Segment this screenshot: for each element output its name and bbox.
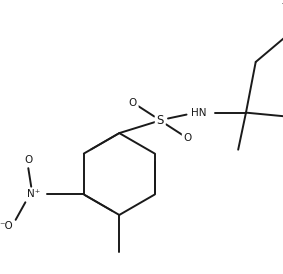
Text: S: S — [156, 114, 164, 127]
Text: N⁺: N⁺ — [27, 190, 40, 199]
Text: HN: HN — [191, 108, 207, 118]
Text: O: O — [24, 155, 33, 165]
Text: O: O — [129, 98, 137, 108]
Text: O: O — [183, 133, 192, 143]
Text: ⁻O: ⁻O — [0, 221, 13, 231]
